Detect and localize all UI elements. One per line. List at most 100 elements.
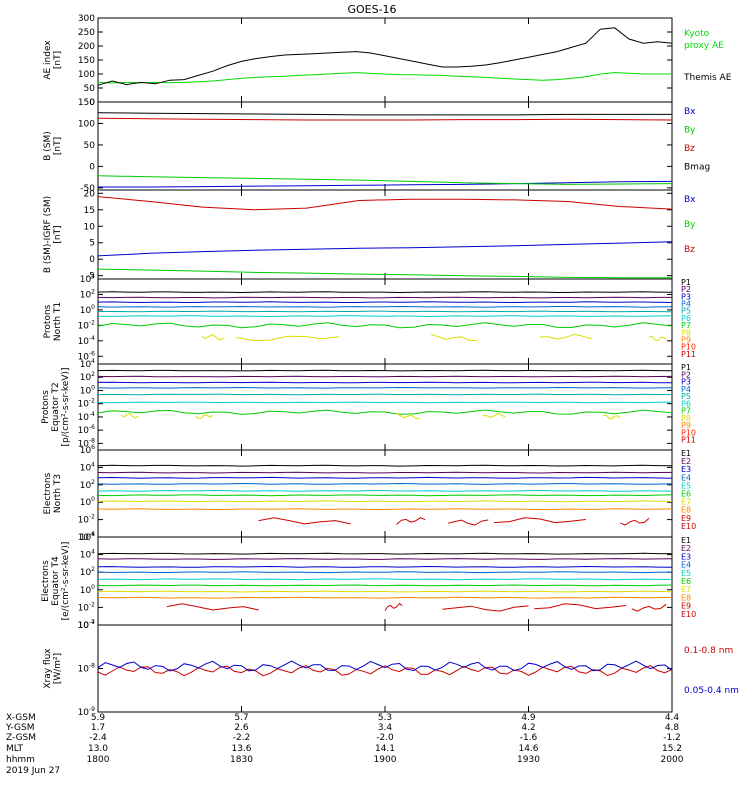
legend-p6: P6 — [681, 314, 691, 323]
legend-e5: E5 — [681, 481, 691, 490]
y-tick-label: 102 — [80, 371, 95, 383]
y-axis-label: Equator T4 — [51, 556, 61, 606]
orbit-row-label: hhmm — [6, 755, 35, 765]
orbit-table-cell: 1930 — [517, 755, 540, 765]
channel-segment-p8 — [195, 414, 214, 420]
channel-line-e2 — [97, 471, 673, 474]
panel-6 — [97, 449, 673, 538]
channel-segment-p8 — [201, 334, 225, 341]
channel-segment-p8 — [602, 414, 621, 420]
legend-e7: E7 — [681, 585, 691, 594]
series-line-bmag — [97, 112, 672, 116]
y-axis-label: [nT] — [53, 225, 63, 243]
y-tick-label: 10-2 — [78, 319, 96, 331]
y-tick-label: 150 — [78, 98, 95, 108]
channel-line-p6 — [97, 315, 673, 318]
orbit-table-cell: 1800 — [87, 755, 110, 765]
panel-2 — [97, 101, 673, 191]
series-line-bz — [97, 196, 673, 211]
channel-line-e4 — [97, 482, 673, 485]
channel-line-p5 — [97, 310, 673, 313]
legend-e7: E7 — [681, 498, 691, 507]
channel-line-e2 — [97, 558, 673, 560]
legend-e2: E2 — [681, 457, 691, 466]
orbit-row-label: 2019 Jun 27 — [6, 766, 60, 776]
y-axis-label: [e/(cm²-s-sr-keV)] — [61, 542, 71, 621]
orbit-table-cell: 2.6 — [234, 723, 249, 733]
orbit-table-cell: 13.0 — [88, 744, 108, 754]
orbit-table-cell: -1.6 — [520, 733, 538, 743]
orbit-table-cell: -2.2 — [233, 733, 251, 743]
channel-line-p4 — [97, 386, 673, 389]
legend-p11: P11 — [681, 436, 696, 445]
orbit-table-cell: 2000 — [661, 755, 684, 765]
channel-line-e6 — [97, 584, 673, 587]
y-tick-label: 15 — [84, 206, 95, 216]
legend-p7: P7 — [681, 321, 691, 330]
legend-p7: P7 — [681, 407, 691, 416]
legend-e3: E3 — [681, 552, 691, 561]
y-axis-label: Electrons — [43, 472, 53, 514]
legend-e10: E10 — [681, 610, 696, 619]
orbit-table-cell: -1.2 — [663, 733, 681, 743]
channel-line-p3 — [97, 301, 673, 304]
series-line-xray — [97, 665, 673, 677]
legend-entry: Kyoto — [684, 29, 710, 39]
orbit-table-cell: 14.1 — [375, 744, 395, 754]
legend-p10: P10 — [681, 428, 696, 437]
orbit-table-cell: 4.9 — [521, 713, 536, 723]
y-tick-label: 10-4 — [78, 335, 96, 347]
legend-e1: E1 — [681, 536, 691, 545]
legend-p8: P8 — [681, 414, 691, 423]
y-tick-label: 100 — [80, 496, 95, 508]
channel-line-e3 — [97, 565, 673, 568]
y-tick-label: -5 — [86, 272, 95, 282]
panel-frame — [97, 17, 673, 103]
channel-line-p7 — [97, 322, 673, 329]
channel-segment-e9 — [620, 517, 650, 526]
y-axis-label: [p/(cm²-s-sr-keV)] — [61, 368, 71, 447]
channel-line-e6 — [97, 494, 673, 497]
y-tick-label: 50 — [84, 84, 96, 94]
channel-segment-e9 — [534, 603, 627, 610]
channel-line-e5 — [97, 578, 673, 581]
legend-e1: E1 — [681, 449, 691, 458]
series-line-kyoto-proxy-ae — [97, 72, 672, 84]
channel-line-e1 — [97, 552, 673, 555]
panel-frame — [97, 624, 673, 713]
y-axis-label: Xray flux — [43, 648, 53, 689]
y-tick-label: 10-8 — [78, 437, 96, 449]
y-tick-label: 10 — [84, 222, 96, 232]
y-tick-label: 106 — [80, 531, 95, 543]
channel-segment-p8 — [235, 335, 340, 342]
orbit-table-cell: 13.6 — [231, 744, 251, 754]
channel-line-e7 — [97, 590, 673, 593]
channel-segment-e9 — [396, 517, 426, 525]
series-line-by — [97, 175, 673, 185]
panel-frame — [97, 536, 673, 626]
orbit-table-cell: 5.3 — [378, 713, 392, 723]
legend-p10: P10 — [681, 343, 696, 352]
series-line-by — [97, 268, 672, 279]
orbit-row-label: MLT — [6, 744, 24, 754]
legend-e8: E8 — [681, 593, 691, 602]
y-axis-label: Protons — [41, 390, 51, 424]
legend-p5: P5 — [681, 392, 691, 401]
legend-e3: E3 — [681, 465, 691, 474]
legend-p1: P1 — [681, 363, 691, 372]
legend-p4: P4 — [681, 300, 691, 309]
y-axis-label: North T3 — [53, 474, 63, 513]
legend-e2: E2 — [681, 544, 691, 553]
y-axis-label: Protons — [43, 304, 53, 338]
legend-e5: E5 — [681, 569, 691, 578]
orbit-table-cell: 4.2 — [521, 723, 535, 733]
legend-p9: P9 — [681, 421, 691, 430]
y-tick-label: 10-4 — [78, 411, 96, 423]
legend-entry: proxy AE — [684, 41, 724, 51]
orbit-table-cell: 5.9 — [91, 713, 106, 723]
panel-frame — [97, 449, 673, 538]
y-tick-label: 200 — [78, 42, 95, 52]
legend-entry: Bz — [684, 245, 695, 255]
legend-entry: 0.1-0.8 nm — [684, 646, 733, 656]
series-line-bz — [97, 117, 673, 121]
